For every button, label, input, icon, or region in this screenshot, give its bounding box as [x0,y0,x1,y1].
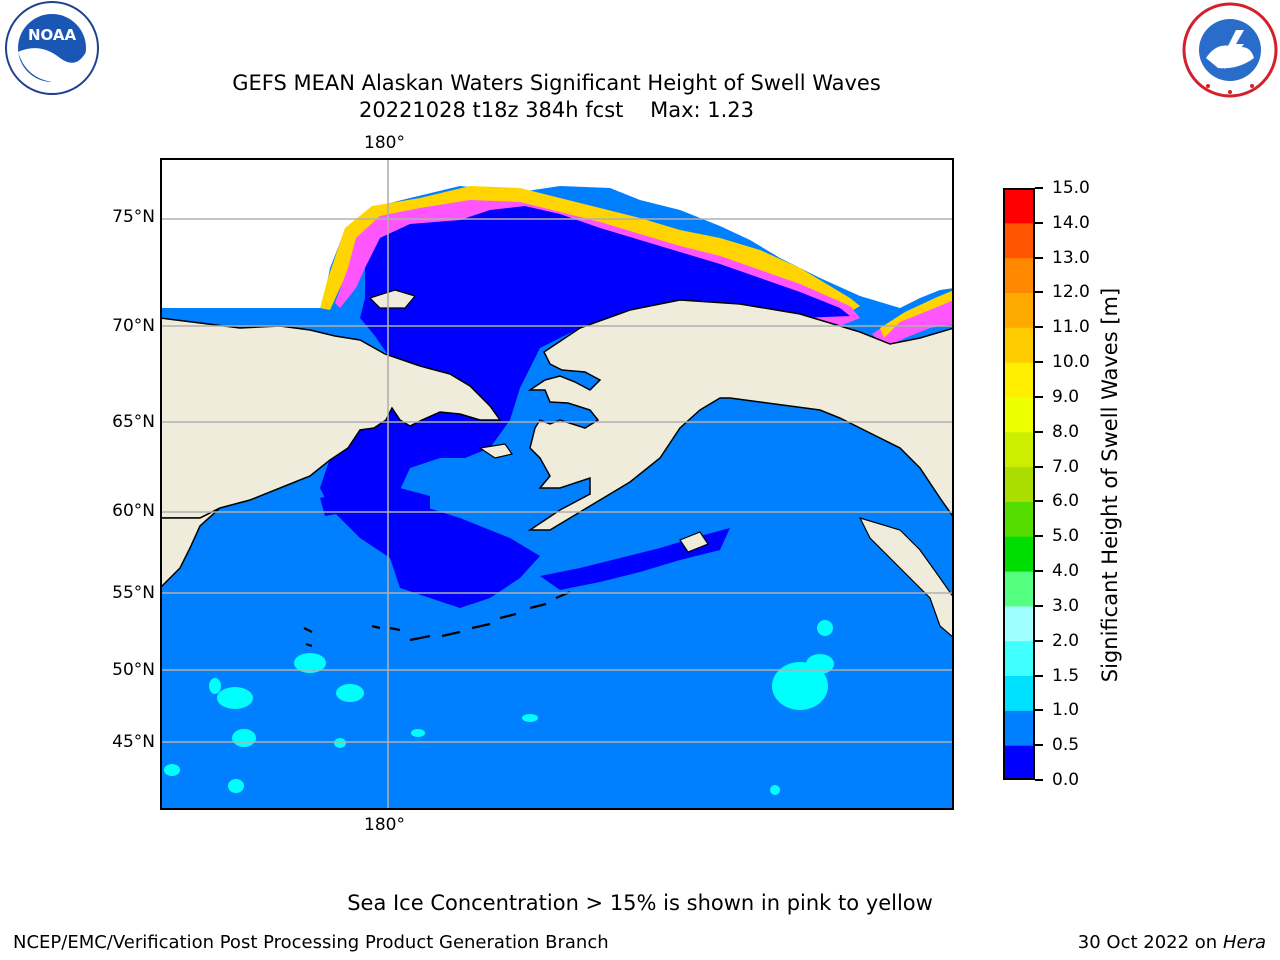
footer-machine: Hera [1222,932,1266,953]
lat-label-75: 75°N [112,207,155,227]
colorbar-segment [1003,396,1035,433]
colorbar-tick-label: 11.0 [1052,317,1090,338]
colorbar-segment [1003,362,1035,398]
colorbar-segment [1003,710,1035,746]
footer-date-text: 30 Oct 2022 on [1077,932,1218,953]
lat-label-50: 50°N [112,660,155,680]
colorbar-tick-mark [1035,500,1043,503]
national-weather-service-logo [1178,0,1280,100]
colorbar-tick-label: 12.0 [1052,282,1090,303]
colorbar-tick-label: 3.0 [1052,595,1080,616]
colorbar-tick-mark [1035,709,1043,712]
colorbar-segment [1003,292,1035,328]
land-siberia [160,317,502,519]
colorbar-tick-mark [1035,639,1043,642]
lat-label-60: 60°N [112,501,155,521]
western-shelf [320,488,430,518]
colorbar-tick-mark [1035,744,1043,747]
colorbar-tick-label: 5.0 [1052,526,1080,547]
aleutian-islands [303,590,571,648]
footer-credit: NCEP/EMC/Verification Post Processing Pr… [13,932,609,953]
colorbar-tick-label: 13.0 [1052,247,1090,268]
no-data-area [160,158,954,308]
colorbar-segment [1003,222,1035,259]
colorbar-tick-mark [1035,256,1043,259]
sea-ice-east [872,296,954,348]
land-alaska [527,299,954,531]
colorbar-segment [1003,466,1035,502]
colorbar-tick-mark [1035,221,1043,224]
colorbar-segment [1003,675,1035,711]
colorbar [1003,188,1035,780]
colorbar-tick-label: 2.0 [1052,630,1080,651]
colorbar-tick-label: 7.0 [1052,456,1080,477]
kodiak-island [679,531,709,553]
map-panel [160,158,954,810]
colorbar-tick-mark [1035,535,1043,538]
colorbar-tick-mark [1035,187,1043,189]
colorbar-segment [1003,571,1035,607]
sea-ice-east-yellow [880,290,954,338]
svg-text:NOAA: NOAA [28,26,77,44]
colorbar-tick-label: 6.0 [1052,491,1080,512]
lon-label-bottom: 180° [364,815,405,835]
colorbar-tick-mark [1035,779,1043,781]
colorbar-tick-label: 0.5 [1052,735,1080,756]
colorbar-segment [1003,745,1035,780]
colorbar-tick-label: 0.0 [1052,770,1080,790]
colorbar-tick-label: 4.0 [1052,561,1080,582]
colorbar-tick-mark [1035,604,1043,607]
colorbar-segment [1003,327,1035,363]
lon-label-top: 180° [364,133,405,153]
colorbar-segment [1003,188,1035,224]
colorbar-tick-label: 14.0 [1052,212,1090,233]
chart-title-line2: 20221028 t18z 384h fcst Max: 1.23 [358,98,755,122]
noaa-logo: NOAA [0,0,104,100]
colorbar-segment [1003,640,1035,677]
se-alaska-coast [858,517,954,639]
colorbar-segment [1003,605,1035,642]
colorbar-segment [1003,431,1035,468]
colorbar-tick-label: 1.5 [1052,665,1080,686]
map-svg [160,158,954,810]
colorbar-border [1003,188,1035,780]
colorbar-segment [1003,536,1035,572]
sea-ice-note: Sea Ice Concentration > 15% is shown in … [347,891,933,915]
colorbar-tick-mark [1035,361,1043,364]
colorbar-tick-label: 1.0 [1052,700,1080,721]
colorbar-segment [1003,257,1035,293]
colorbar-tick-label: 9.0 [1052,386,1080,407]
colorbar-tick-mark [1035,291,1043,294]
colorbar-label: Significant Height of Swell Waves [m] [1098,287,1122,683]
high-swell-patches [164,620,834,795]
map-border [160,158,954,810]
colorbar-tick-label: 10.0 [1052,352,1090,373]
graticule [160,158,954,810]
colorbar-tick-mark [1035,570,1043,573]
lat-label-55: 55°N [112,583,155,603]
chart-title-line1: GEFS MEAN Alaskan Waters Significant Hei… [232,71,881,95]
colorbar-tick-mark [1035,326,1043,329]
land-siberia-south [160,507,221,590]
wrangel-island [368,289,417,309]
colorbar-tick-mark [1035,465,1043,468]
colorbar-tick-mark [1035,674,1043,677]
lat-label-70: 70°N [112,316,155,336]
lat-label-45: 45°N [112,732,155,752]
st-lawrence-island [478,443,513,459]
footer-date: 30 Oct 2022 on Hera [1078,932,1266,954]
lat-label-65: 65°N [112,412,155,432]
colorbar-tick-label: 8.0 [1052,421,1080,442]
colorbar-segment [1003,501,1035,537]
colorbar-tick-mark [1035,430,1043,433]
colorbar-tick-mark [1035,395,1043,398]
colorbar-tick-label: 15.0 [1052,178,1090,198]
